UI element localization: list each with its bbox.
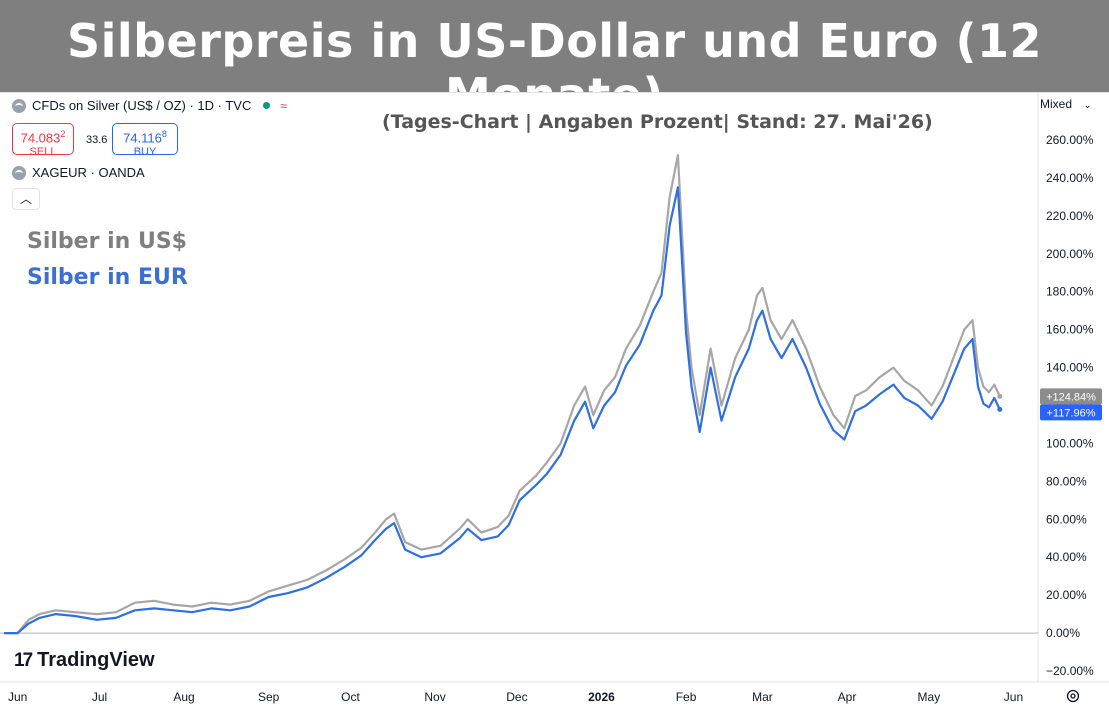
x-tick-label: Sep [258,690,280,704]
x-tick-label: Nov [424,690,445,704]
scale-mode-dropdown[interactable]: Mixed ⌄ [1040,97,1102,117]
y-tick-label: 160.00% [1046,323,1094,337]
x-tick-label: May [918,690,941,704]
approx-icon: ≈ [280,98,287,113]
last-point-marker [997,406,1003,412]
symbol-usd-label: CFDs on Silver (US$ / OZ) · 1D · TVC [32,98,252,113]
eur-last-value-badge [1040,404,1102,421]
sell-price-superscript: 2 [60,129,66,139]
x-tick-label: Jul [92,690,107,704]
tradingview-logo[interactable]: 17 TradingView [14,649,155,672]
x-tick-label: 2026 [588,690,615,704]
sell-price: 74.083 [20,130,61,146]
scale-mode-label: Mixed [1040,97,1073,111]
x-tick-label: Feb [676,690,697,704]
x-tick-label: Oct [341,690,360,704]
symbol-legend-usd[interactable]: CFDs on Silver (US$ / OZ) · 1D · TVC ≈ [12,98,287,113]
series-lines [4,154,1003,635]
symbol-legend-eur[interactable]: XAGEUR · OANDA [12,165,145,180]
y-tick-label: 80.00% [1046,474,1087,488]
banner-title: Silberpreis in US-Dollar und Euro (12 Mo… [66,14,1043,122]
x-axis-ticks: Jun Jul Aug Sep Oct Nov Dec 2026 Feb Mar Apr May Jun [8,690,1023,704]
eur-series-line [4,186,1001,635]
buy-price-superscript: 8 [161,129,167,139]
eur-series-annotation: Silber in EUR [27,265,188,290]
last-point-marker [997,393,1003,399]
chart-subtitle: (Tages-Chart | Angaben Prozent| Stand: 2… [382,111,933,133]
gear-icon[interactable] [1066,689,1080,703]
title-banner: Silberpreis in US-Dollar und Euro (12 Mo… [0,0,1109,122]
tradingview-logo-text: TradingView [37,649,155,671]
y-tick-label: 100.00% [1046,436,1094,450]
y-tick-label: 40.00% [1046,550,1087,564]
eur-last-value-badge-text: +117.96% [1046,407,1095,419]
y-tick-label: 260.00% [1046,133,1094,147]
y-tick-label: 220.00% [1046,209,1094,223]
chevron-down-icon: ⌄ [1083,100,1092,111]
x-tick-label: Apr [838,690,857,704]
x-tick-label: Jun [1004,690,1023,704]
y-tick-label: 240.00% [1046,171,1094,185]
sell-button[interactable]: 74.0832 SELL [12,123,74,158]
chart-area[interactable]: 260.00% 240.00% 220.00% 200.00% 180.00% 160.0… [0,92,1109,714]
symbol-eur-label: XAGEUR · OANDA [32,165,145,180]
sell-label: SELL [29,146,57,159]
tradingview-mark-icon: 17 [14,649,33,671]
y-tick-label: 0.00% [1046,626,1080,640]
x-tick-label: Aug [173,690,194,704]
usd-series-annotation: Silber in US$ [27,229,187,254]
x-tick-label: Dec [506,690,527,704]
x-tick-label: Mar [752,690,773,704]
usd-last-value-badge [1040,388,1102,405]
last-value-badges: +124.84% +117.96% [1040,388,1102,421]
spread-value: 33.6 [86,134,108,146]
price-chart[interactable]: 260.00%240.00%220.00%200.00%180.00%160.0… [0,93,1109,714]
buy-label: BUY [133,146,157,159]
y-tick-label: 140.00% [1046,361,1094,375]
y-tick-label: −20.00% [1046,664,1094,678]
buy-price: 74.116 [123,130,162,146]
y-tick-label: 60.00% [1046,512,1087,526]
collapse-legend-button[interactable]: ︿ [12,188,40,210]
silver-symbol-icon [12,98,26,113]
usd-series-line [4,154,1001,635]
market-status-icon [263,102,271,109]
x-tick-label: Jun [8,690,27,704]
usd-last-value-badge-text: +124.84% [1046,391,1096,403]
silver-symbol-icon [12,165,26,180]
y-tick-label: 200.00% [1046,247,1094,261]
y-tick-label: 180.00% [1046,285,1094,299]
y-tick-label: 20.00% [1046,588,1087,602]
chevron-up-icon: ︿ [19,192,32,206]
buy-button[interactable]: 74.1168 BUY [112,123,178,158]
